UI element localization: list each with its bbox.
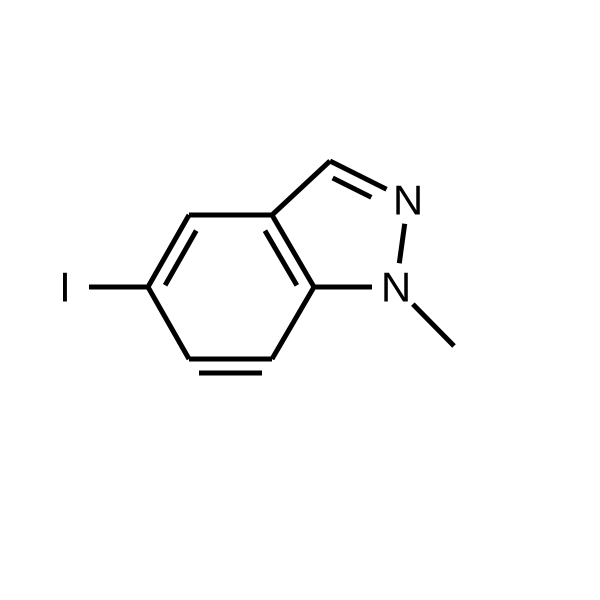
atom-label-n: N (393, 177, 423, 224)
molecule-diagram: NN I (0, 0, 600, 600)
atom-label-n: N (381, 264, 411, 311)
atom-label-i: I (59, 264, 71, 311)
